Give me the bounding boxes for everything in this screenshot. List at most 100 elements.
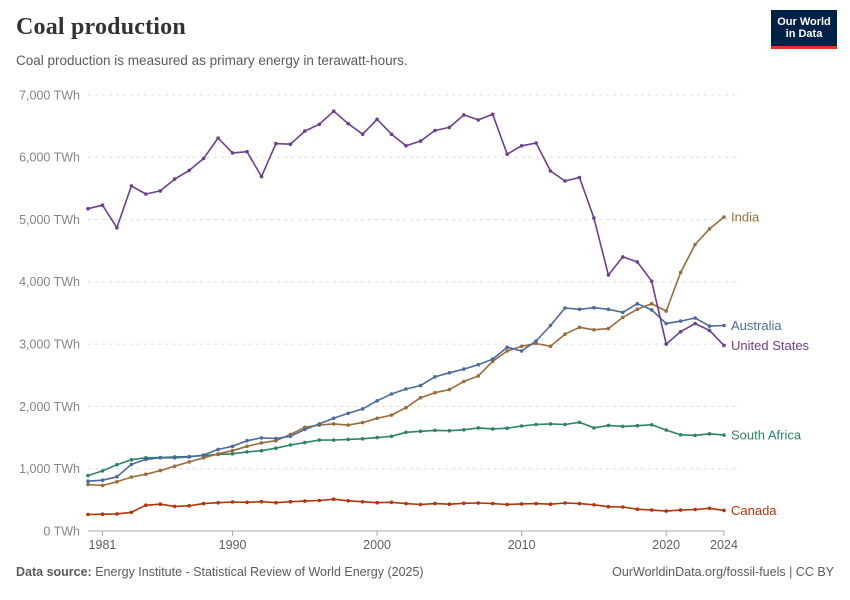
series-point-south-africa-2002 xyxy=(404,430,408,435)
series-point-united-states-2005 xyxy=(447,125,452,130)
series-point-south-africa-2015 xyxy=(592,426,596,430)
series-point-south-africa-1998 xyxy=(346,437,351,442)
series-point-india-2023 xyxy=(707,227,712,231)
series-point-united-states-2009 xyxy=(505,152,510,156)
series-point-canada-1980 xyxy=(86,512,90,517)
series-point-united-states-2006 xyxy=(462,113,466,117)
series-label-india[interactable]: India xyxy=(731,210,760,225)
series-point-australia-1997 xyxy=(331,416,336,421)
series-point-india-2019 xyxy=(649,301,654,306)
series-label-south-africa[interactable]: South Africa xyxy=(731,428,802,443)
chart-footer: Data source: Energy Institute - Statisti… xyxy=(0,565,850,579)
series-point-canada-2023 xyxy=(707,506,712,511)
series-point-india-1997 xyxy=(331,422,336,426)
owid-logo-line2: in Data xyxy=(785,28,823,40)
series-point-india-2004 xyxy=(433,390,437,395)
series-point-australia-2002 xyxy=(404,387,408,391)
series-point-canada-2010 xyxy=(519,502,524,506)
series-point-australia-1995 xyxy=(303,427,307,432)
series-point-canada-2012 xyxy=(548,502,553,507)
series-point-canada-2016 xyxy=(606,504,611,509)
series-label-australia[interactable]: Australia xyxy=(731,318,782,333)
series-label-canada[interactable]: Canada xyxy=(731,503,777,518)
series-point-canada-1997 xyxy=(331,497,336,502)
series-point-india-1987 xyxy=(187,460,191,464)
series-point-canada-2006 xyxy=(462,501,466,506)
series-point-australia-2001 xyxy=(389,392,394,396)
series-point-australia-1999 xyxy=(360,407,365,411)
series-point-united-states-2012 xyxy=(548,169,553,173)
series-point-india-2010 xyxy=(519,344,524,349)
series-point-south-africa-1990 xyxy=(230,452,235,456)
series-point-australia-2018 xyxy=(635,301,640,306)
series-point-australia-2005 xyxy=(447,371,452,375)
series-point-canada-2001 xyxy=(389,500,394,505)
series-point-india-2014 xyxy=(577,325,582,330)
series-point-india-2015 xyxy=(592,328,596,332)
series-point-australia-2023 xyxy=(707,324,712,328)
series-point-south-africa-1993 xyxy=(274,446,278,451)
series-point-canada-2002 xyxy=(404,501,408,506)
series-point-canada-2015 xyxy=(592,503,596,507)
series-point-united-states-1990 xyxy=(230,151,235,155)
series-point-canada-2009 xyxy=(505,502,510,507)
owid-url-link[interactable]: OurWorldinData.org/fossil-fuels | CC BY xyxy=(612,565,834,579)
series-point-india-2001 xyxy=(389,413,394,417)
series-point-canada-2024 xyxy=(722,508,726,513)
series-point-south-africa-2004 xyxy=(433,428,437,433)
series-point-india-1988 xyxy=(201,456,206,460)
series-point-south-africa-2007 xyxy=(476,426,481,430)
owid-logo[interactable]: Our World in Data xyxy=(771,10,837,49)
series-point-australia-1985 xyxy=(158,456,163,460)
x-axis-label-2010: 2010 xyxy=(508,538,536,552)
series-point-canada-2022 xyxy=(693,507,697,512)
series-point-united-states-2000 xyxy=(375,117,379,122)
series-point-australia-1986 xyxy=(172,456,177,460)
y-axis-label-2000: 2,000 TWh xyxy=(19,400,80,414)
y-axis-label-7000: 7,000 TWh xyxy=(19,88,80,102)
series-label-united-states[interactable]: United States xyxy=(731,338,810,353)
series-point-united-states-2018 xyxy=(635,260,640,264)
series-point-india-2017 xyxy=(621,315,625,320)
series-point-canada-2019 xyxy=(649,508,654,512)
series-point-australia-1980 xyxy=(86,479,90,484)
data-source-note: Data source: Energy Institute - Statisti… xyxy=(16,565,424,579)
series-point-south-africa-1980 xyxy=(86,473,90,478)
series-point-canada-1991 xyxy=(245,500,249,505)
series-point-india-2003 xyxy=(418,395,423,400)
series-point-south-africa-2014 xyxy=(577,420,582,425)
series-point-australia-1993 xyxy=(274,436,278,441)
series-point-united-states-1989 xyxy=(216,136,220,140)
series-point-australia-2004 xyxy=(433,375,437,379)
series-point-india-1998 xyxy=(346,423,351,427)
series-point-united-states-2007 xyxy=(476,118,481,122)
series-point-india-2006 xyxy=(462,379,466,384)
y-axis-label-6000: 6,000 TWh xyxy=(19,151,80,165)
y-axis-label-0: 0 TWh xyxy=(43,524,80,538)
series-point-united-states-2020 xyxy=(664,342,668,346)
series-point-canada-2018 xyxy=(635,507,640,512)
series-point-united-states-1988 xyxy=(201,156,206,161)
series-point-india-2018 xyxy=(635,307,640,312)
series-point-south-africa-2005 xyxy=(447,428,452,433)
series-point-india-2021 xyxy=(678,270,683,275)
series-line-canada xyxy=(87,498,725,516)
series-point-australia-2003 xyxy=(418,383,423,388)
series-point-united-states-1997 xyxy=(331,109,336,113)
series-point-australia-1982 xyxy=(115,475,119,479)
series-point-united-states-2014 xyxy=(577,175,582,180)
series-point-south-africa-1983 xyxy=(129,457,134,462)
series-point-united-states-1991 xyxy=(245,149,249,154)
series-point-australia-2008 xyxy=(490,357,495,361)
series-point-australia-2011 xyxy=(534,339,538,343)
series-point-canada-1994 xyxy=(288,499,293,504)
series-point-south-africa-2012 xyxy=(548,422,553,426)
series-point-united-states-1981 xyxy=(100,203,105,207)
x-axis-label-2020: 2020 xyxy=(652,538,680,552)
series-point-canada-2007 xyxy=(476,501,481,505)
series-point-united-states-2010 xyxy=(519,144,524,148)
series-point-canada-1992 xyxy=(259,499,264,504)
series-point-australia-1991 xyxy=(245,438,249,443)
series-point-united-states-2003 xyxy=(418,139,423,143)
